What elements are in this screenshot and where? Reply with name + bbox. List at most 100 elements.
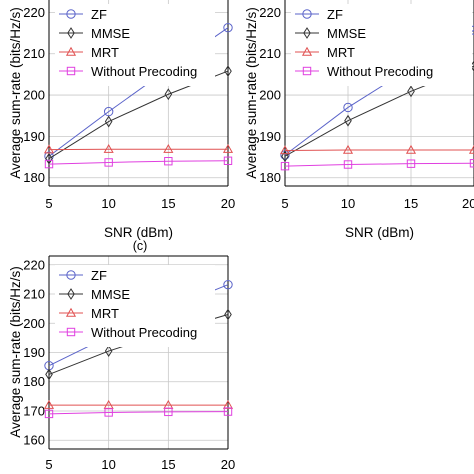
data-point xyxy=(44,409,54,419)
series-line-4 xyxy=(48,160,229,165)
y-tick-label: 210 xyxy=(23,46,45,61)
x-axis-label: SNR (dBm) xyxy=(345,225,414,240)
data-point xyxy=(45,368,53,381)
legend-label: ZF xyxy=(91,268,107,283)
legend-marker xyxy=(67,27,75,39)
data-point xyxy=(163,144,174,153)
y-tick-label: 190 xyxy=(23,345,45,360)
y-tick-label: 180 xyxy=(259,170,281,185)
data-point xyxy=(104,408,113,417)
data-point xyxy=(104,115,113,128)
x-tick-label: 10 xyxy=(101,457,115,472)
chart-panel-1: 180 190 200 210 220 5 10 15 20 ZF MMSE MRT Without P… xyxy=(8,0,235,240)
legend-marker xyxy=(65,46,77,56)
data-point xyxy=(222,144,234,153)
y-tick-label: 190 xyxy=(23,129,45,144)
y-tick-label: 200 xyxy=(259,88,281,103)
legend-box xyxy=(55,265,215,347)
panel-caption: (c) xyxy=(133,239,148,253)
data-point xyxy=(223,156,233,165)
data-point xyxy=(224,308,232,321)
legend-label: Without Precoding xyxy=(91,325,197,340)
chart-panel-3: 160 170 180 190 200 210 220 5 10 15 20 ZF MMSE MRT Wit… xyxy=(8,239,235,472)
x-axis-label: SNR (dBm) xyxy=(104,225,173,240)
legend-label: MMSE xyxy=(91,26,130,41)
data-point xyxy=(224,65,232,78)
data-point xyxy=(281,150,289,163)
y-axis-label: Average sum-rate (bits/Hz/s) xyxy=(244,7,259,179)
data-point xyxy=(344,114,352,127)
y-tick-label: 180 xyxy=(23,374,45,389)
x-tick-label: 10 xyxy=(101,196,115,211)
y-tick-label: 190 xyxy=(259,129,281,144)
legend-marker xyxy=(301,46,313,56)
y-tick-label: 180 xyxy=(23,170,45,185)
x-tick-label: 5 xyxy=(45,196,52,211)
data-point xyxy=(343,102,353,113)
legend-label: ZF xyxy=(327,7,343,22)
legend-marker xyxy=(66,66,76,76)
x-tick-label: 5 xyxy=(281,196,288,211)
data-point xyxy=(44,159,54,169)
series-line-4 xyxy=(284,162,474,167)
legend-marker xyxy=(303,27,311,39)
x-tick-label: 200 xyxy=(462,196,474,211)
x-tick-label: 20 xyxy=(221,457,235,472)
legend-marker xyxy=(302,66,312,76)
legend-label: MMSE xyxy=(91,287,130,302)
x-tick-label: 15 xyxy=(404,196,418,211)
data-point xyxy=(43,144,55,154)
y-axis-label: Average sum-rate (bits/Hz/s) xyxy=(8,7,23,179)
y-tick-label: 210 xyxy=(23,287,45,302)
data-point xyxy=(407,85,415,98)
data-point xyxy=(43,399,55,409)
y-tick-label: 220 xyxy=(23,257,45,272)
data-point xyxy=(104,158,113,167)
legend-label: Without Precoding xyxy=(327,64,433,79)
legend-label: MRT xyxy=(91,45,119,60)
data-point xyxy=(468,144,474,154)
y-tick-label: 160 xyxy=(23,433,45,448)
y-tick-label: 220 xyxy=(23,5,45,20)
legend-marker xyxy=(66,9,76,19)
chart-panel-2: 180 190 200 210 220 5 10 15 200 ZF MMSE MRT Without … xyxy=(244,0,474,240)
legend-box xyxy=(55,4,215,86)
data-point xyxy=(223,407,233,416)
series-line-4 xyxy=(48,411,229,415)
data-point xyxy=(343,160,353,169)
y-tick-label: 200 xyxy=(23,88,45,103)
data-point xyxy=(223,22,233,33)
legend-marker xyxy=(67,288,75,300)
x-tick-label: 5 xyxy=(45,457,52,472)
x-tick-label: 20 xyxy=(221,196,235,211)
data-point xyxy=(223,279,233,290)
legend-marker xyxy=(65,307,77,317)
x-tick-label: 10 xyxy=(341,196,355,211)
y-tick-label: 220 xyxy=(259,5,281,20)
data-point xyxy=(405,144,417,154)
data-point xyxy=(280,161,290,171)
data-point xyxy=(164,157,173,166)
legend-label: MRT xyxy=(327,45,355,60)
data-point xyxy=(164,407,173,417)
data-point xyxy=(103,144,114,153)
data-point xyxy=(342,144,354,154)
legend-label: MMSE xyxy=(327,26,366,41)
y-tick-label: 200 xyxy=(23,316,45,331)
legend-box xyxy=(291,4,472,86)
x-tick-label: 15 xyxy=(161,457,175,472)
legend-label: MRT xyxy=(91,306,119,321)
data-point xyxy=(406,159,416,168)
legend-marker xyxy=(66,327,76,337)
data-point xyxy=(104,345,113,357)
legend-label: Without Precoding xyxy=(91,64,197,79)
y-tick-label: 210 xyxy=(259,46,281,61)
data-point xyxy=(164,88,173,101)
legend-label: ZF xyxy=(91,7,107,22)
x-tick-label: 15 xyxy=(161,196,175,211)
y-axis-label: Average sum-rate (bits/Hz/s) xyxy=(8,266,23,438)
y-tick-label: 170 xyxy=(23,403,45,418)
legend-marker xyxy=(66,270,76,280)
data-point xyxy=(279,145,291,155)
